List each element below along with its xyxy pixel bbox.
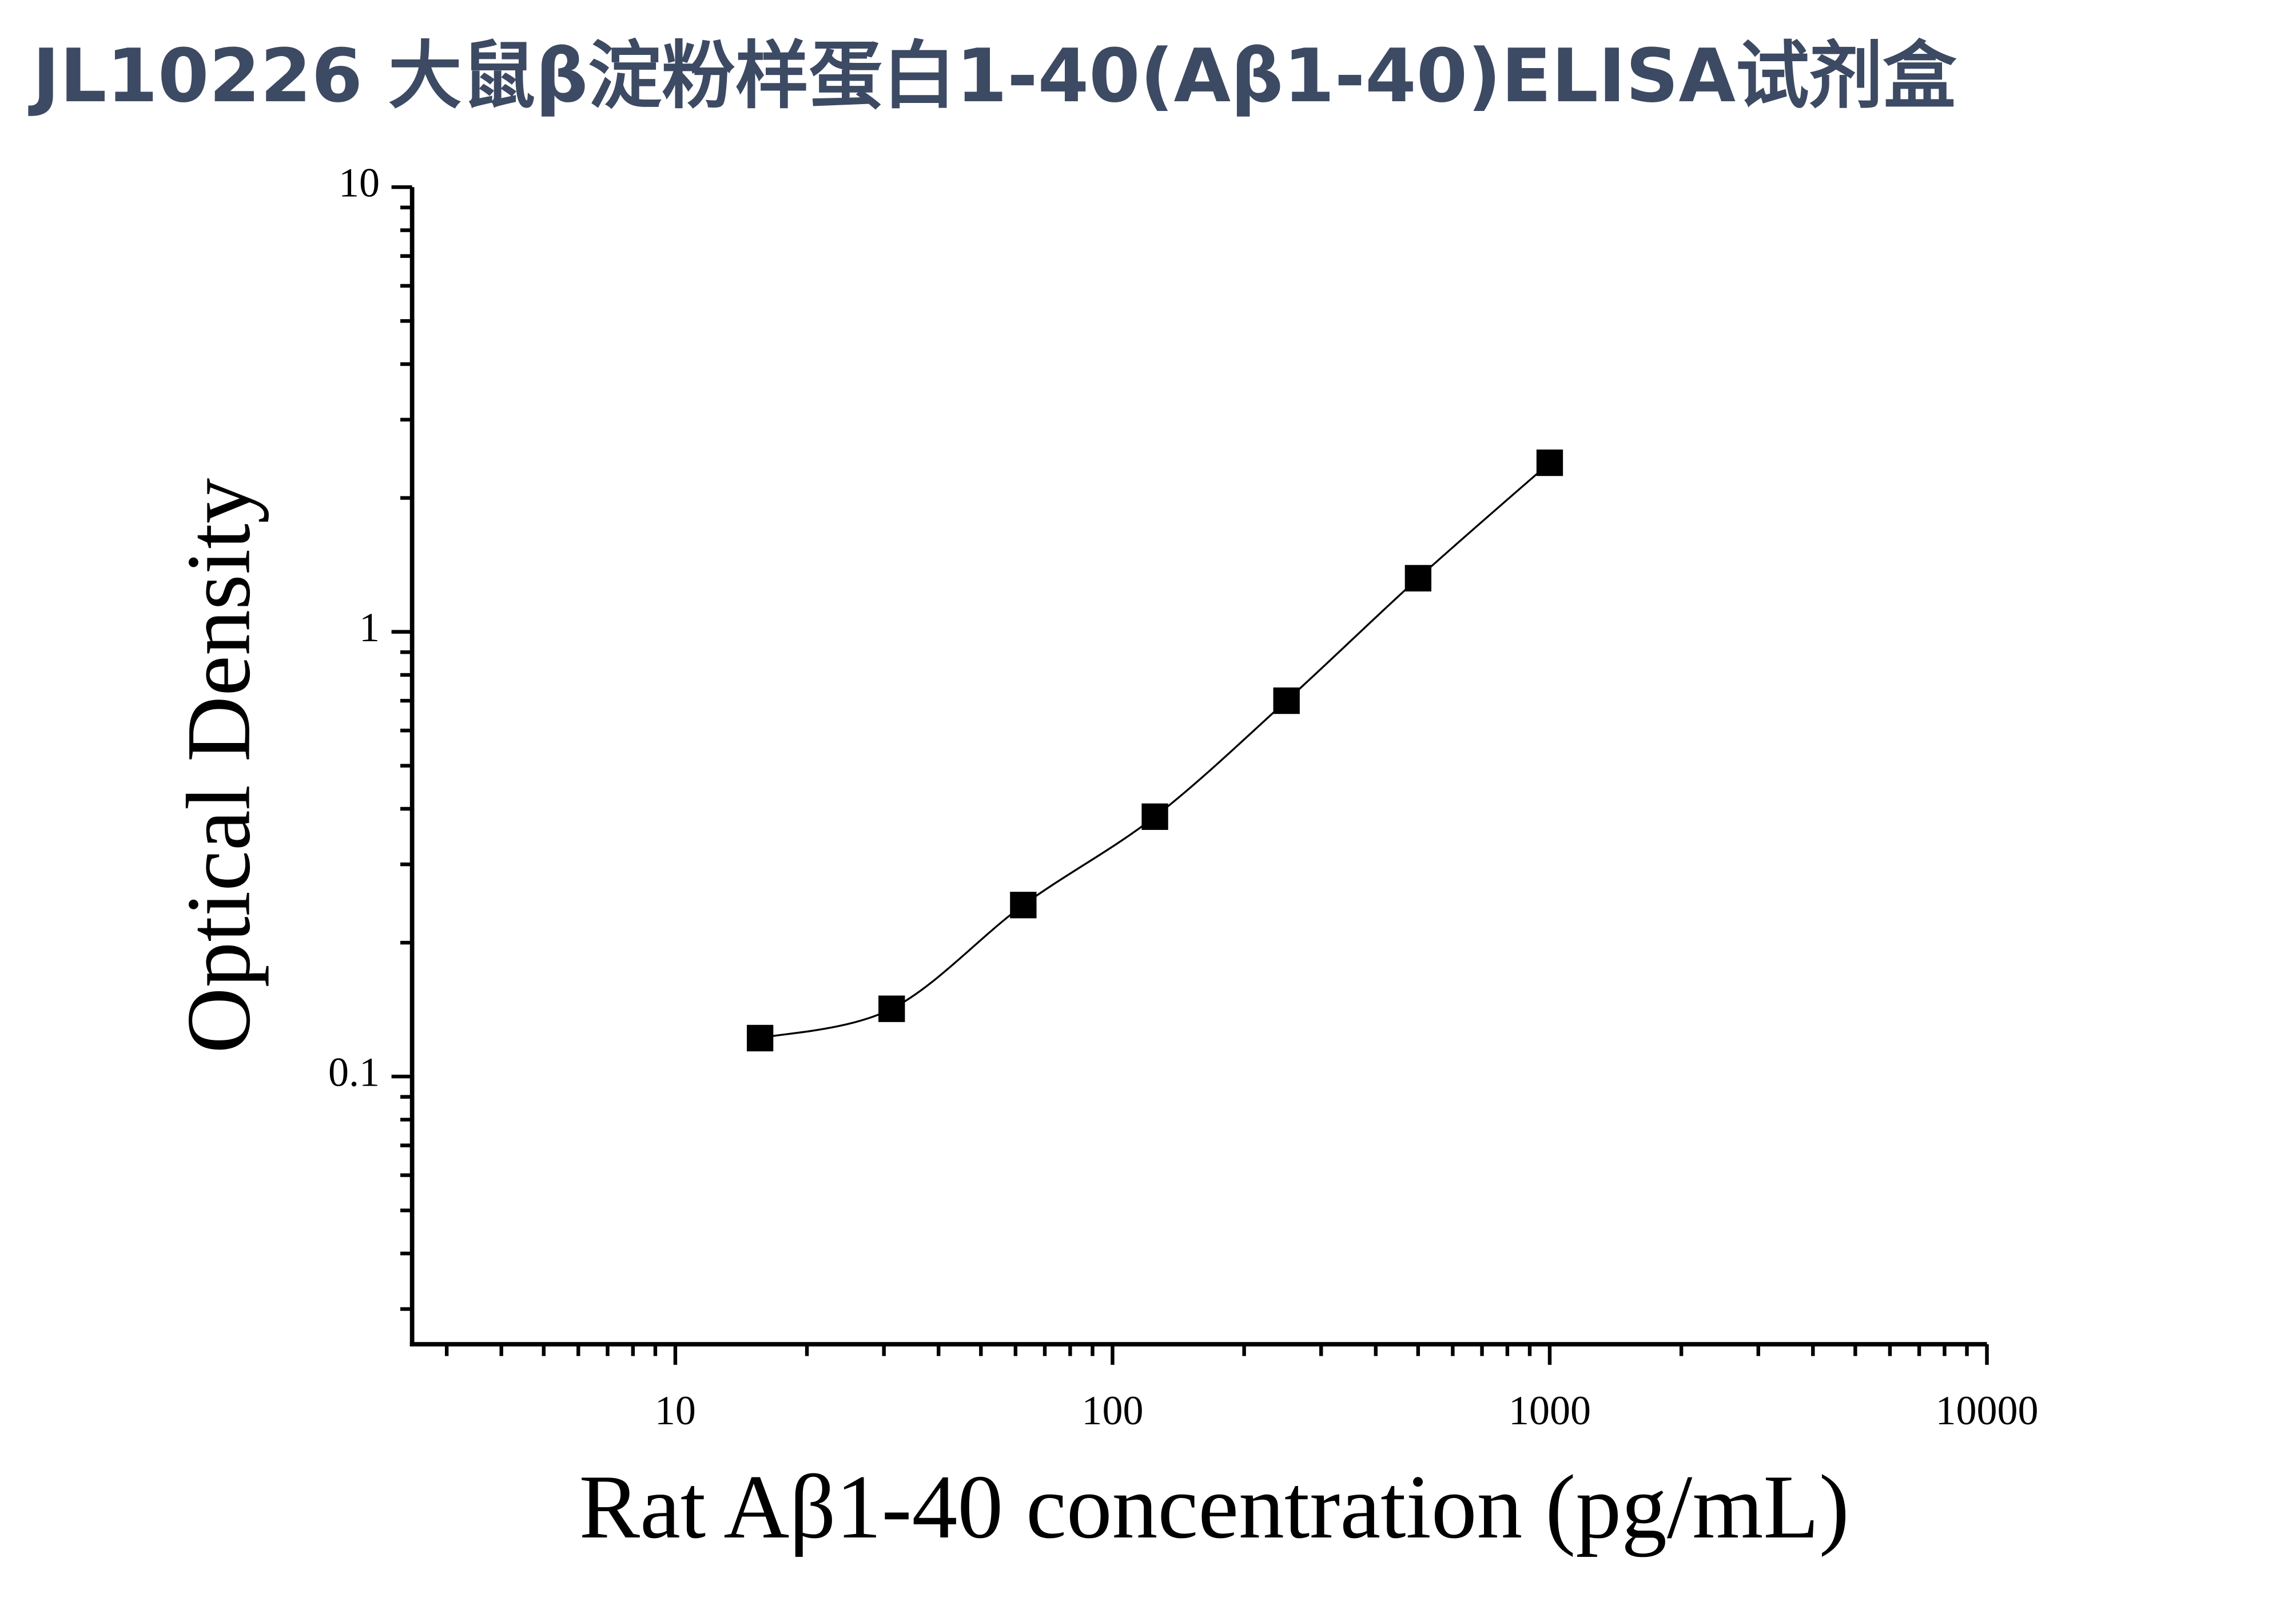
data-point xyxy=(1141,803,1168,830)
data-point xyxy=(878,995,905,1022)
y-tick-label: 1 xyxy=(359,605,380,650)
data-point xyxy=(1273,687,1300,714)
x-axis-label: Rat Aβ1-40 concentration (pg/mL) xyxy=(579,1456,1849,1558)
data-point xyxy=(1404,565,1432,592)
fit-curve xyxy=(759,462,1551,1039)
y-tick-label: 0.1 xyxy=(328,1050,380,1095)
y-axis-label: Optical Density xyxy=(168,478,269,1053)
data-point xyxy=(746,1024,774,1052)
x-tick-label: 100 xyxy=(1081,1388,1143,1433)
x-tick-label: 10000 xyxy=(1935,1388,2038,1433)
y-tick-label: 10 xyxy=(339,160,380,206)
x-tick-label: 10 xyxy=(655,1388,696,1433)
data-point xyxy=(1010,892,1037,919)
x-tick-label: 1000 xyxy=(1509,1388,1591,1433)
data-point xyxy=(1536,449,1563,476)
chart-title: JL10226 大鼠β淀粉样蛋白1-40(Aβ1-40)ELISA试剂盒 xyxy=(28,34,1957,119)
